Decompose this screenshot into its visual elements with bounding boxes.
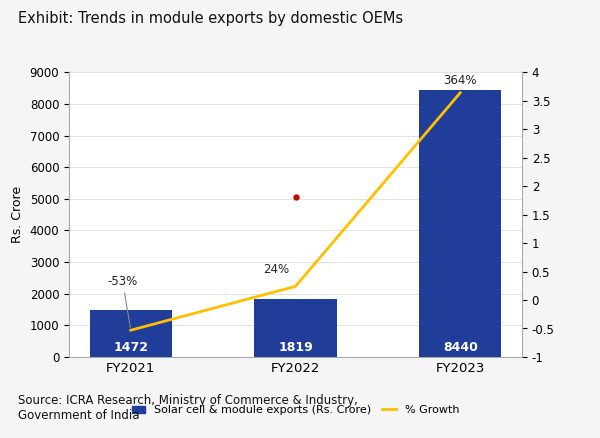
Text: 1819: 1819	[278, 342, 313, 354]
Text: Source: ICRA Research, Ministry of Commerce & Industry,
Government of India: Source: ICRA Research, Ministry of Comme…	[18, 394, 358, 422]
Text: 1472: 1472	[113, 342, 148, 354]
Bar	[419, 90, 502, 357]
Y-axis label: Rs. Crore: Rs. Crore	[11, 186, 24, 243]
Text: Exhibit: Trends in module exports by domestic OEMs: Exhibit: Trends in module exports by dom…	[18, 11, 403, 26]
Bar	[89, 311, 172, 357]
Bar	[254, 300, 337, 357]
Legend: Solar cell & module exports (Rs. Crore), % Growth: Solar cell & module exports (Rs. Crore),…	[127, 401, 464, 420]
Text: 8440: 8440	[443, 342, 478, 354]
Text: -53%: -53%	[107, 275, 137, 328]
Text: 24%: 24%	[263, 263, 289, 276]
Text: 364%: 364%	[443, 74, 477, 87]
